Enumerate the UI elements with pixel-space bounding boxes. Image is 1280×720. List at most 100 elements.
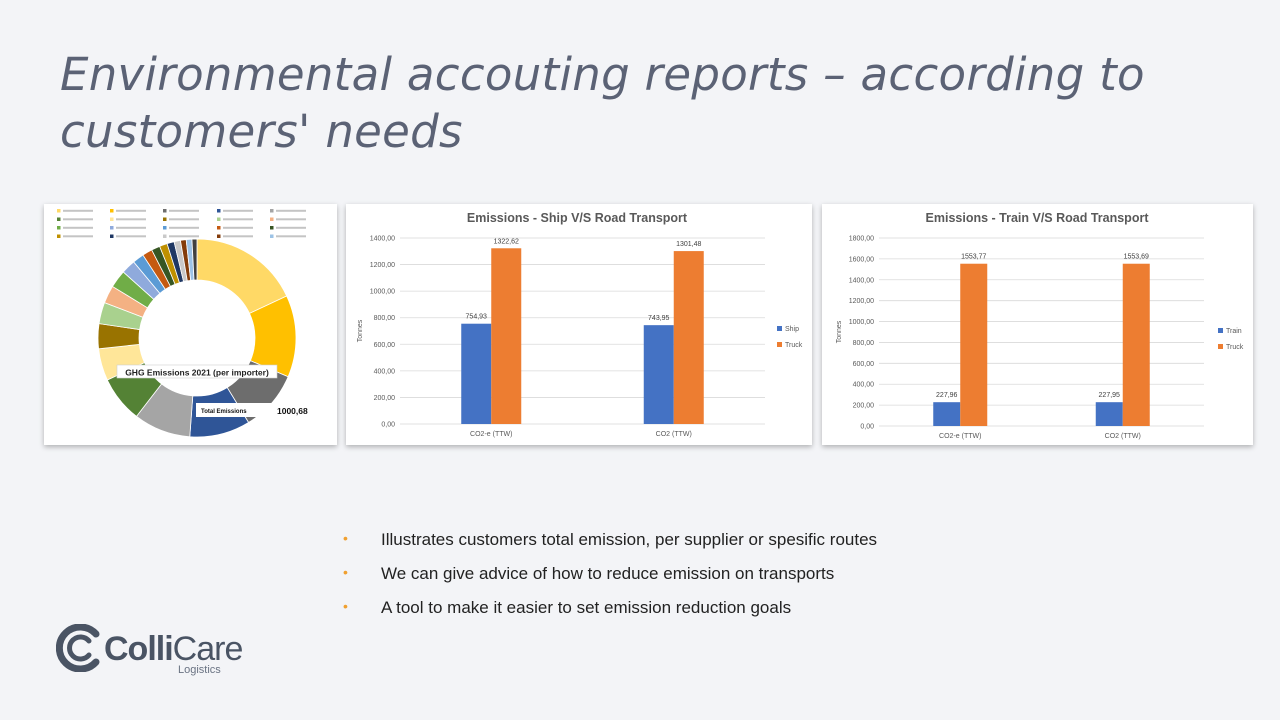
y-tick-label: 1800,00: [849, 236, 874, 243]
donut-legend-entry: [169, 226, 199, 229]
donut-legend-swatch: [217, 226, 221, 230]
logo-name-light: Care: [172, 630, 244, 668]
bullet-dot-icon: •: [343, 530, 348, 546]
donut-legend-entry: [223, 235, 253, 238]
donut-legend-swatch: [110, 217, 114, 221]
donut-legend-entry: [276, 218, 306, 221]
legend-label: Ship: [785, 326, 799, 333]
data-label: 754,93: [466, 314, 488, 321]
donut-legend-swatch: [57, 209, 61, 213]
chart-title: Emissions - Ship V/S Road Transport: [467, 211, 688, 225]
donut-legend-swatch: [270, 217, 274, 221]
donut-legend-swatch: [110, 234, 114, 238]
y-axis-label: Tonnes: [357, 319, 364, 342]
bar-truck: [491, 248, 522, 424]
slide-title: Environmental accouting reports – accord…: [60, 46, 1220, 160]
donut-legend-entry: [169, 235, 199, 238]
data-label: 227,96: [936, 392, 958, 399]
donut-legend-entry: [63, 235, 93, 238]
donut-legend-swatch: [163, 226, 167, 230]
data-label: 1301,48: [676, 241, 701, 248]
y-tick-label: 0,00: [381, 422, 395, 429]
donut-legend-entry: [276, 226, 306, 229]
logo-wordmark: ColliCare: [104, 630, 244, 669]
donut-legend-entry: [116, 218, 146, 221]
donut-legend-swatch: [57, 226, 61, 230]
donut-legend-swatch: [110, 226, 114, 230]
x-tick-label: CO2-e (TTW): [470, 431, 512, 438]
collicare-logo: ColliCare Logistics: [56, 624, 256, 680]
legend-label: Truck: [785, 342, 803, 349]
bullet-item: • Illustrates customers total emission, p…: [343, 530, 877, 564]
ghg-donut-chart: GHG Emissions 2021 (per importer) Total …: [57, 209, 308, 438]
title-line-2: customers' needs: [60, 105, 463, 158]
legend-label: Train: [1226, 328, 1242, 335]
bullet-list: • Illustrates customers total emission, p…: [343, 530, 877, 632]
donut-legend-entry: [223, 226, 253, 229]
donut-legend-swatch: [163, 209, 167, 213]
y-tick-label: 1000,00: [370, 289, 395, 296]
chart-title: Emissions - Train V/S Road Transport: [926, 211, 1150, 225]
y-axis-label: Tonnes: [836, 320, 843, 343]
donut-legend-entry: [63, 226, 93, 229]
y-tick-label: 800,00: [374, 315, 396, 322]
bullet-text: Illustrates customers total emission, pe…: [381, 530, 878, 549]
donut-legend-swatch: [163, 234, 167, 238]
donut-total-box: [196, 403, 276, 417]
bar-ship: [461, 323, 492, 424]
donut-title-box: [116, 364, 278, 379]
x-tick-label: CO2-e (TTW): [939, 433, 981, 440]
y-tick-label: 1000,00: [849, 319, 874, 326]
bullet-item: • A tool to make it easier to set emissio…: [343, 598, 877, 632]
y-tick-label: 600,00: [853, 361, 875, 368]
donut-legend-swatch: [57, 234, 61, 238]
y-tick-label: 1400,00: [370, 236, 395, 243]
donut-slice: [191, 238, 198, 281]
legend-swatch: [1218, 328, 1223, 333]
donut-legend-entry: [63, 218, 93, 221]
donut-legend-entry: [276, 209, 306, 212]
train-vs-road-chart-panel: Emissions - Train V/S Road Transport 0,00…: [822, 204, 1253, 445]
y-tick-label: 800,00: [853, 340, 875, 347]
bar-truck: [960, 263, 988, 426]
x-tick-label: CO2 (TTW): [656, 431, 692, 438]
bar-train: [1095, 402, 1123, 426]
donut-legend-entry: [223, 218, 253, 221]
donut-legend-swatch: [217, 217, 221, 221]
logo-tagline: Logistics: [178, 664, 221, 676]
data-label: 227,95: [1099, 392, 1121, 399]
donut-legend-entry: [169, 218, 199, 221]
donut-title: GHG Emissions 2021 (per importer): [125, 368, 269, 378]
donut-legend-entry: [116, 226, 146, 229]
donut-legend-entry: [223, 209, 253, 212]
y-tick-label: 1200,00: [849, 298, 874, 305]
donut-legend-swatch: [163, 217, 167, 221]
data-label: 743,95: [648, 315, 670, 322]
y-tick-label: 0,00: [860, 424, 874, 431]
y-tick-label: 200,00: [853, 403, 875, 410]
ship-vs-road-chart-panel: Emissions - Ship V/S Road Transport 0,00 2…: [346, 204, 812, 445]
bullet-dot-icon: •: [343, 598, 348, 614]
donut-legend-swatch: [270, 226, 274, 230]
donut-legend: [57, 209, 306, 238]
legend-swatch: [1218, 344, 1223, 349]
y-tick-label: 1400,00: [849, 277, 874, 284]
donut-total-label: Total Emissions: [201, 409, 247, 415]
donut-legend-swatch: [270, 234, 274, 238]
y-tick-label: 600,00: [374, 342, 396, 349]
bar-train: [933, 402, 961, 426]
legend-swatch: [777, 342, 782, 347]
bullet-text: We can give advice of how to reduce emis…: [381, 564, 835, 583]
donut-legend-swatch: [57, 217, 61, 221]
y-tick-label: 400,00: [374, 368, 396, 375]
bullet-dot-icon: •: [343, 564, 348, 580]
bar-truck: [1122, 263, 1150, 426]
x-tick-label: CO2 (TTW): [1105, 433, 1141, 440]
data-label: 1553,77: [961, 254, 986, 261]
donut-legend-entry: [169, 209, 199, 212]
bullet-item: • We can give advice of how to reduce emi…: [343, 564, 877, 598]
donut-legend-entry: [116, 235, 146, 238]
y-tick-label: 200,00: [374, 395, 396, 402]
donut-total-value: 1000,68: [277, 406, 308, 416]
y-tick-label: 400,00: [853, 382, 875, 389]
